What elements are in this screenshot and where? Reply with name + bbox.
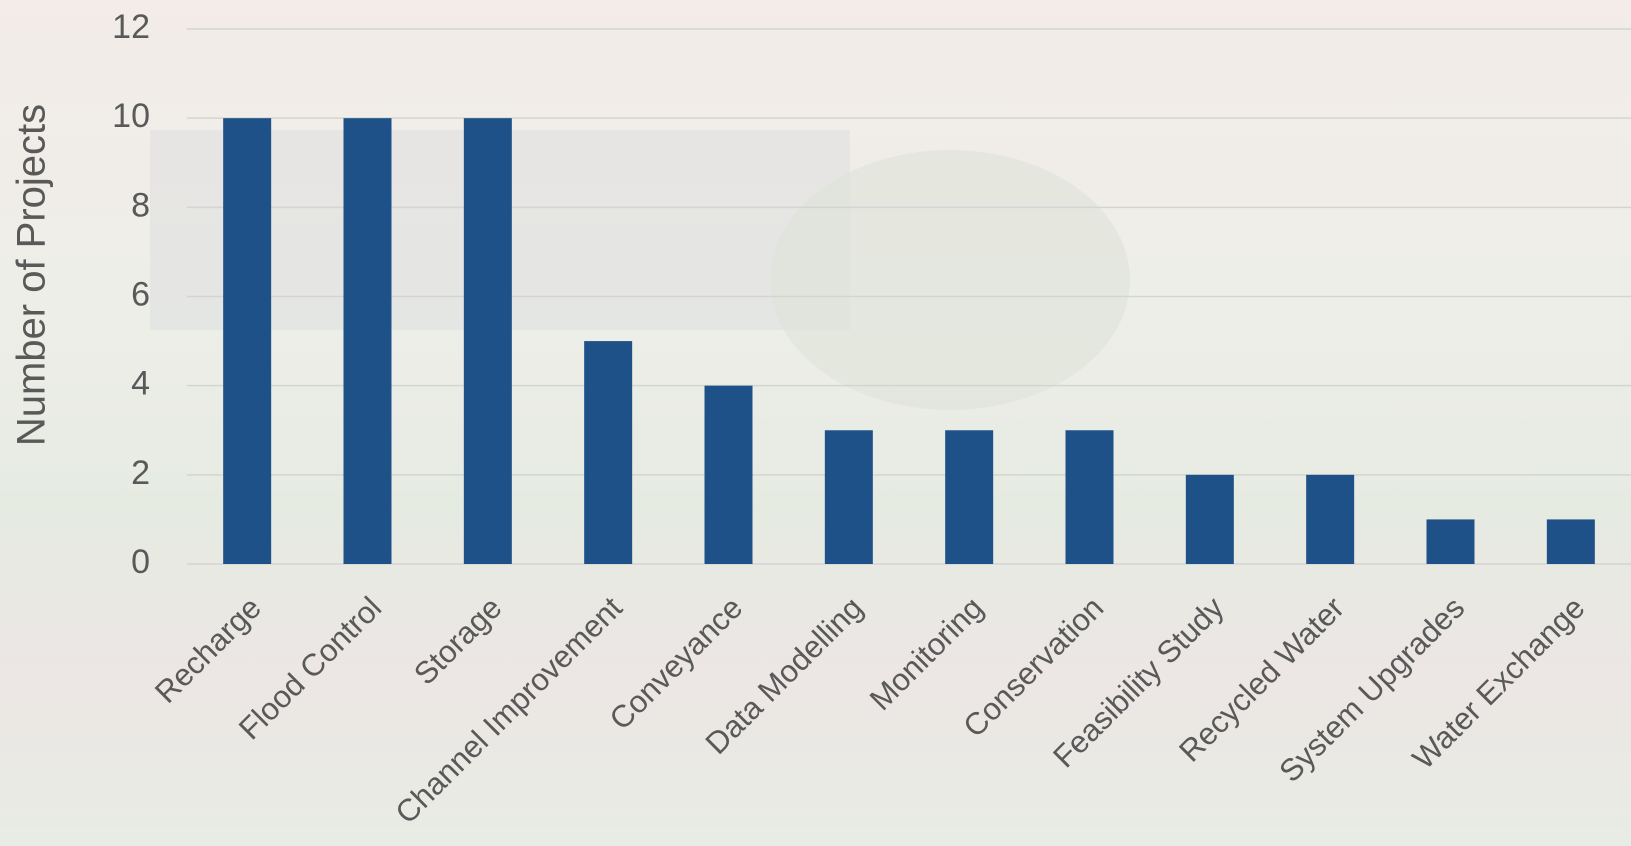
background-trees	[770, 150, 1130, 410]
y-tick-label: 12	[112, 8, 150, 46]
y-tick-label: 10	[112, 97, 150, 135]
bar	[463, 118, 512, 565]
y-tick-label: 6	[131, 275, 150, 313]
bar	[704, 385, 753, 564]
bar	[945, 430, 994, 564]
bar	[1546, 519, 1595, 564]
bar	[824, 430, 873, 564]
y-tick-label: 2	[131, 454, 150, 492]
bar	[1306, 474, 1355, 564]
bar	[343, 118, 392, 565]
bar	[1065, 430, 1114, 564]
y-axis-title: Number of Projects	[10, 104, 54, 446]
bar	[584, 341, 633, 564]
y-tick-label: 0	[131, 543, 150, 581]
bar	[1185, 474, 1234, 564]
bar	[223, 118, 272, 565]
y-tick-label: 4	[131, 365, 150, 403]
bar	[1426, 519, 1475, 564]
y-tick-label: 8	[131, 186, 150, 224]
